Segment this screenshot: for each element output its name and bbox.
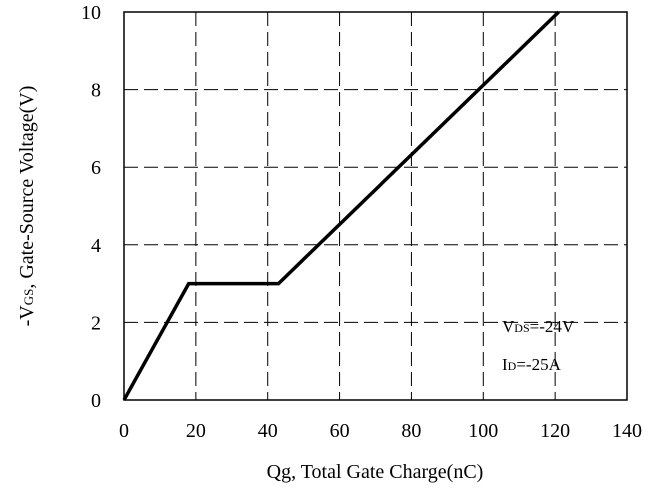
y-tick-labels: 0 2 4 6 8 10 bbox=[81, 2, 101, 412]
series-group bbox=[122, 10, 560, 401]
x-tick-label: 140 bbox=[612, 420, 642, 442]
x-tick-label: 60 bbox=[330, 420, 350, 442]
x-tick-label: 100 bbox=[468, 420, 498, 442]
y-tick-label: 2 bbox=[91, 312, 101, 334]
y-axis-label-prefix: -V bbox=[16, 305, 38, 327]
y-tick-label: 10 bbox=[81, 2, 101, 24]
y-tick-label: 6 bbox=[91, 157, 101, 179]
x-tick-label: 0 bbox=[119, 420, 129, 442]
x-tick-labels: 0 20 40 60 80 100 120 140 bbox=[119, 420, 642, 442]
plot-frame bbox=[123, 11, 628, 401]
y-axis-label: -VGS, Gate-Source Voltage(V) bbox=[16, 86, 38, 327]
y-axis-label-subscript: GS bbox=[21, 289, 36, 306]
vds-annotation-main: V bbox=[502, 317, 515, 336]
id-annotation: ID=-25A bbox=[502, 355, 562, 374]
test-conditions-annotation: VDS=-24V ID=-25A bbox=[502, 317, 575, 374]
id-annotation-subscript: D bbox=[508, 359, 517, 373]
vds-annotation-value: =-24V bbox=[530, 317, 575, 336]
x-tick-label: 120 bbox=[540, 420, 570, 442]
vds-annotation-subscript: DS bbox=[514, 321, 529, 335]
y-axis-label-suffix: , Gate-Source Voltage(V) bbox=[16, 86, 38, 289]
vds-annotation: VDS=-24V bbox=[502, 317, 575, 336]
id-annotation-value: =-25A bbox=[516, 355, 561, 374]
grid-lines bbox=[124, 12, 627, 400]
x-tick-label: 20 bbox=[186, 420, 206, 442]
y-tick-label: 8 bbox=[91, 80, 101, 102]
y-tick-label: 4 bbox=[91, 235, 101, 257]
gate-charge-curve bbox=[122, 10, 560, 401]
x-axis-label: Qg, Total Gate Charge(nC) bbox=[267, 461, 484, 483]
id-annotation-main: I bbox=[502, 355, 508, 374]
y-tick-label: 0 bbox=[91, 390, 101, 412]
x-tick-label: 80 bbox=[401, 420, 421, 442]
x-tick-label: 40 bbox=[258, 420, 278, 442]
